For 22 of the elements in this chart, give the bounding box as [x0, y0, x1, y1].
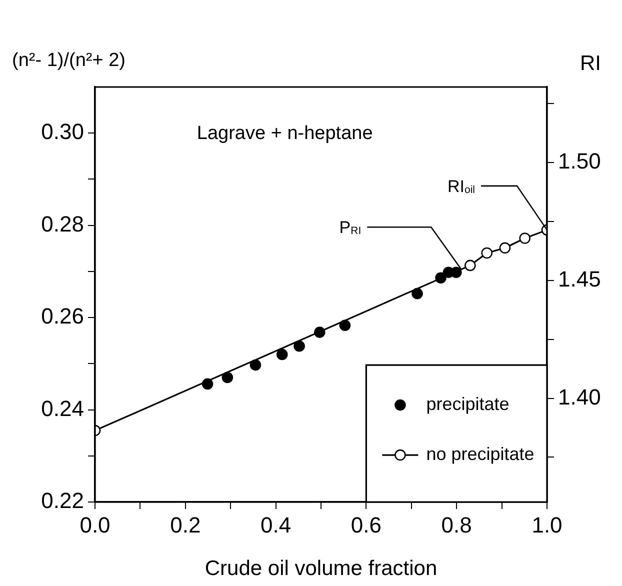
y-tick-label: 0.30: [41, 119, 84, 144]
y2-tick-label: 1.50: [558, 148, 601, 174]
annotation: Lagrave + n-heptane: [196, 123, 373, 144]
x-tick-label: 1.0: [532, 512, 562, 538]
x-tick-label: 0.2: [170, 512, 201, 538]
x-tick-label: 0.8: [441, 512, 472, 538]
x-tick-label: 0.0: [80, 512, 110, 538]
y-axis-title: (n²- 1)/(n²+ 2): [12, 50, 126, 72]
y-tick-label: 0.26: [41, 304, 84, 329]
x-axis-title: Crude oil volume fraction: [204, 557, 438, 580]
y-tick-label: 0.24: [41, 396, 84, 421]
y-tick-label: 0.28: [41, 211, 84, 236]
annotation: RIoil: [447, 176, 476, 196]
y2-tick-label: 1.45: [558, 266, 601, 292]
annotation: PRI: [339, 218, 362, 238]
x-tick-label: 0.6: [350, 512, 382, 538]
y-tick-label: 0.22: [41, 488, 84, 514]
y2-tick-label: 1.40: [558, 384, 601, 410]
x-tick-label: 0.4: [260, 512, 292, 538]
legend-label: precipitate: [426, 394, 510, 414]
y2-axis-title: RI: [580, 52, 601, 76]
legend-label: no precipitate: [426, 444, 534, 464]
